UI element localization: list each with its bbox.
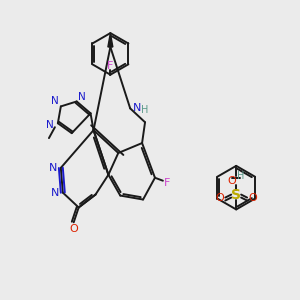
Text: S: S — [231, 188, 241, 202]
Text: N: N — [51, 97, 59, 106]
Text: H: H — [141, 105, 149, 116]
Text: O: O — [215, 193, 224, 202]
Polygon shape — [108, 33, 113, 47]
Text: N: N — [46, 120, 54, 130]
Text: O: O — [69, 224, 78, 234]
Text: N: N — [78, 92, 86, 103]
Text: H: H — [238, 171, 245, 181]
Text: F: F — [107, 61, 114, 71]
Text: N: N — [49, 163, 57, 173]
Text: O: O — [249, 193, 257, 202]
Text: F: F — [164, 178, 170, 188]
Text: O: O — [228, 176, 237, 186]
Text: N: N — [133, 103, 141, 113]
Text: N: N — [51, 188, 59, 198]
